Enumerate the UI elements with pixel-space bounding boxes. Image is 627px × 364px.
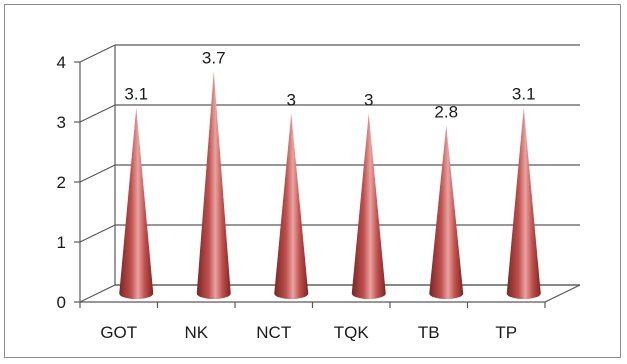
data-labels: 3.1 3.7 3 3 2.8 3.1 — [124, 49, 535, 122]
gridline-side — [79, 164, 116, 183]
x-tick-label: NK — [184, 323, 208, 342]
x-tick-label: NCT — [256, 323, 291, 342]
data-label: 2.8 — [434, 103, 458, 122]
y-tick-label: 3 — [57, 113, 66, 132]
chart-floor — [79, 284, 581, 303]
cone-bar — [274, 113, 309, 300]
x-tick-label: TP — [495, 323, 517, 342]
y-tick-labels: 0 1 2 3 4 — [57, 53, 80, 312]
x-tick-label: TQK — [334, 323, 370, 342]
cone-body — [506, 107, 541, 300]
cone-bar — [351, 113, 386, 300]
data-label: 3.7 — [202, 49, 226, 68]
data-label: 3.1 — [124, 85, 148, 104]
cone-bar — [119, 107, 154, 299]
cone-series — [119, 71, 541, 300]
cone-body — [351, 113, 386, 300]
x-tick-label: TB — [418, 323, 440, 342]
cone-bar — [506, 107, 541, 300]
data-label: 3 — [364, 91, 373, 110]
y-tick-label: 4 — [57, 53, 66, 72]
gridline-side — [79, 224, 116, 243]
cone-bar — [429, 125, 464, 300]
x-tick-label: GOT — [100, 323, 137, 342]
y-tick-label: 1 — [57, 233, 66, 252]
chart-walls — [79, 284, 581, 303]
gridline-side — [79, 44, 116, 63]
cone-body — [119, 107, 154, 299]
cone-bar — [196, 71, 231, 300]
cone-body — [274, 113, 309, 300]
data-label: 3.1 — [512, 85, 536, 104]
data-label: 3 — [287, 91, 296, 110]
cone-body — [196, 71, 231, 300]
y-tick-label: 2 — [57, 173, 66, 192]
x-tick-labels: GOT NK NCT TQK TB TP — [79, 302, 546, 342]
cone-body — [429, 125, 464, 300]
gridline-side — [79, 104, 116, 123]
y-tick-label: 0 — [57, 293, 66, 312]
gridlines — [79, 44, 580, 286]
